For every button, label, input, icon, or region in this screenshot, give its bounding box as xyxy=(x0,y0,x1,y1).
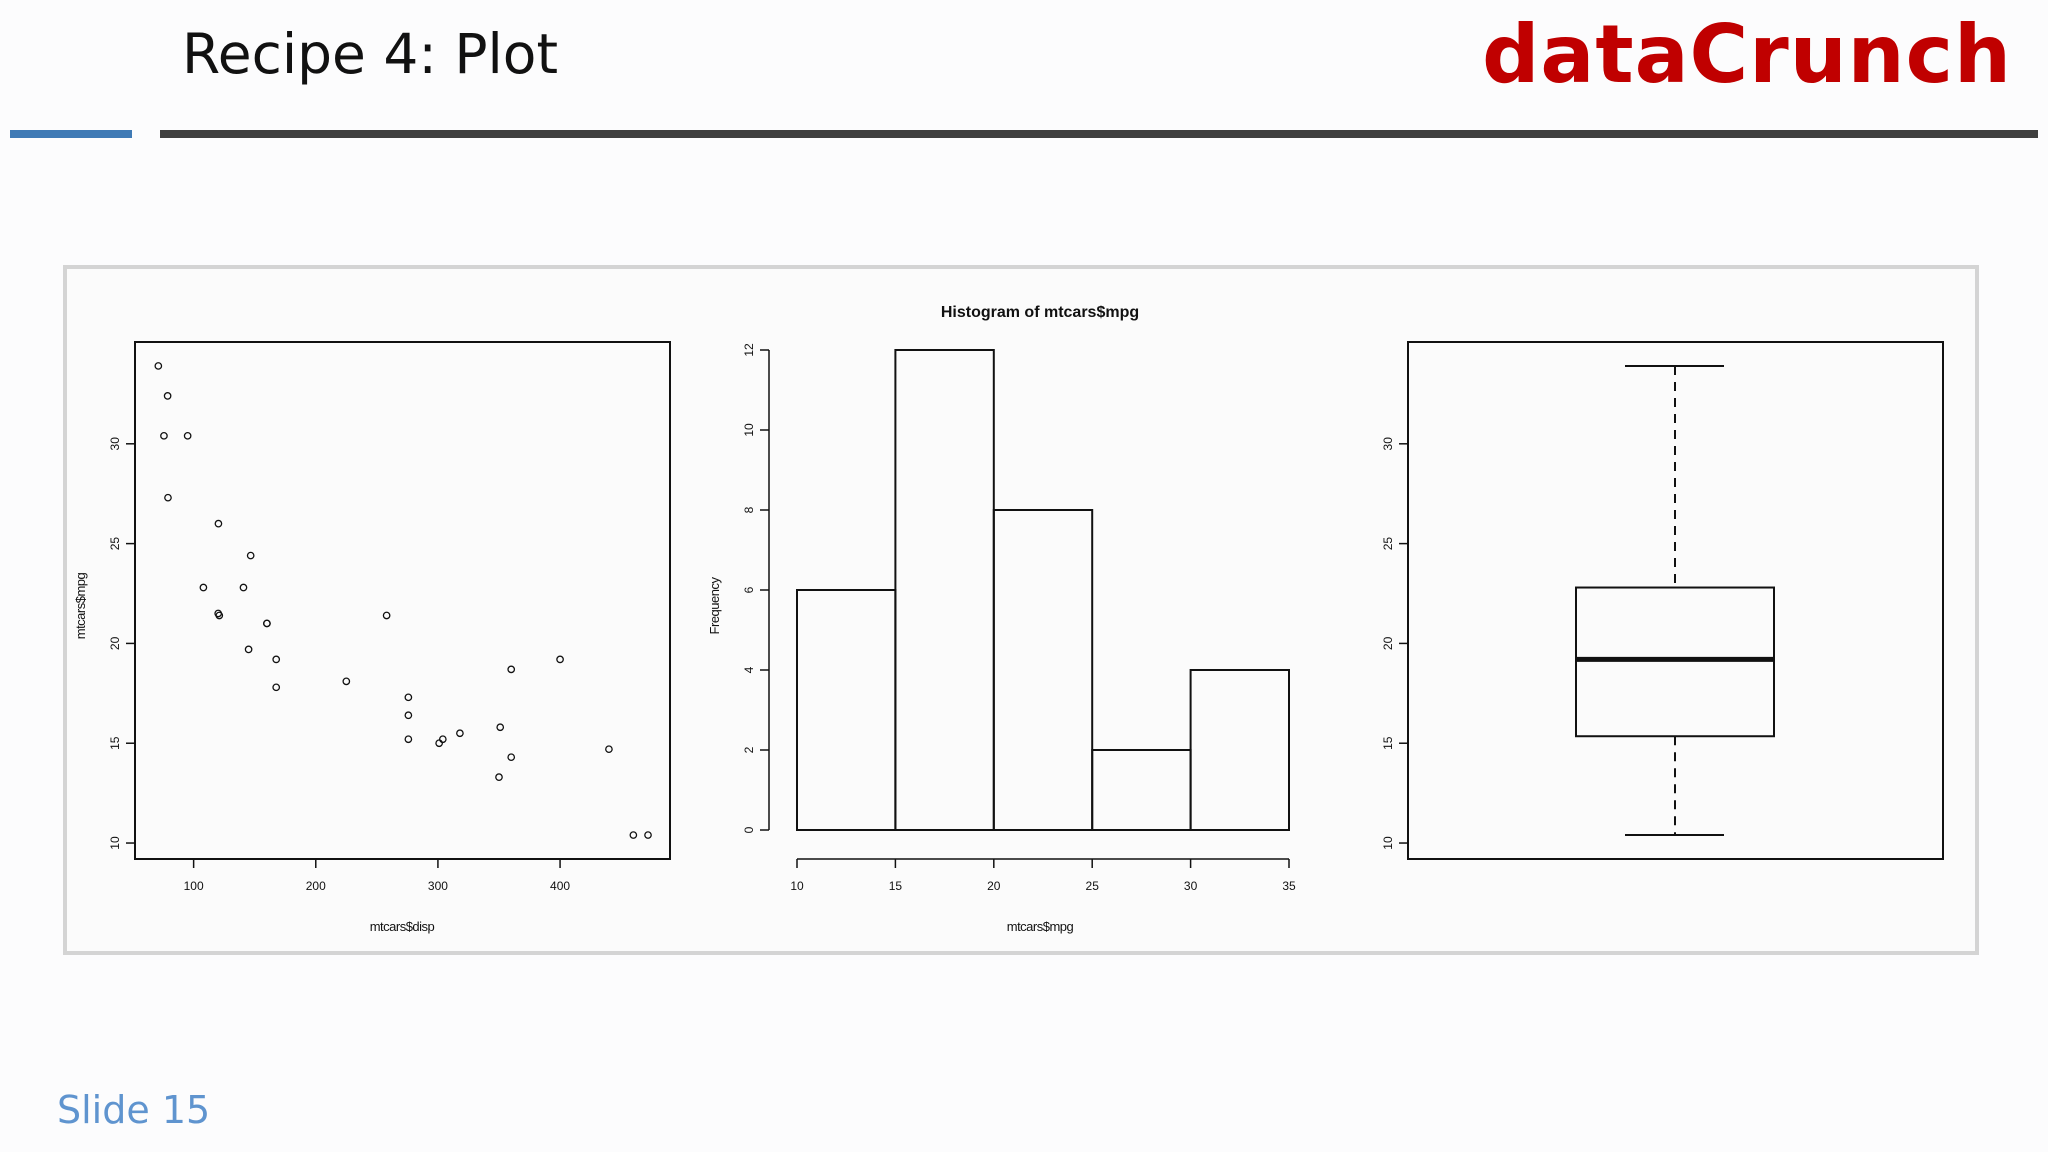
scatter-point xyxy=(404,735,413,744)
histogram-bar xyxy=(1091,749,1192,831)
histogram-x-axis: 10 15 20 25 30 35 xyxy=(790,858,1296,893)
histogram-bar xyxy=(1189,669,1290,831)
histogram-xlabel: mtcars$mpg xyxy=(1007,919,1074,934)
scatter-point xyxy=(239,583,248,592)
scatter-point xyxy=(246,551,255,560)
scatter-point xyxy=(382,611,391,620)
scatter-point xyxy=(404,693,413,702)
scatter-point xyxy=(404,711,413,720)
header-divider-rule xyxy=(160,130,2038,138)
scatter-y-tick-label: 30 xyxy=(108,437,122,451)
boxplot-box-frame xyxy=(1407,341,1944,860)
boxplot-marks xyxy=(1575,364,1775,837)
scatter-x-tick-label: 100 xyxy=(184,879,204,893)
scatter-y-axis: 10 15 20 25 30 xyxy=(108,437,135,850)
histogram-y-tick-label: 2 xyxy=(742,746,756,753)
histogram-bar xyxy=(894,349,995,831)
scatter-point xyxy=(556,655,564,664)
scatter-x-tick-label: 200 xyxy=(306,879,326,893)
slide-number: Slide 15 xyxy=(57,1088,211,1132)
boxplot-y-tick-label: 15 xyxy=(1381,736,1395,750)
boxplot-y-axis: 10 15 20 25 30 xyxy=(1381,437,1408,850)
scatter-point xyxy=(495,773,503,782)
figure-panel: 100 200 300 400 10 15 20 25 30 mtcars$disp mtca… xyxy=(63,265,1979,955)
scatter-point xyxy=(644,831,652,839)
scatter-point xyxy=(214,519,223,528)
scatter-point xyxy=(629,831,638,839)
scatter-plot: 100 200 300 400 10 15 20 25 30 mtcars$disp mtca… xyxy=(73,341,671,934)
scatter-point xyxy=(438,735,447,744)
histogram-ylabel: Frequency xyxy=(707,577,722,635)
scatter-y-tick-label: 15 xyxy=(108,736,122,750)
histogram-bars xyxy=(796,349,1290,831)
scatter-point xyxy=(199,583,208,592)
scatter-points xyxy=(154,362,652,839)
scatter-xlabel: mtcars$disp xyxy=(370,919,435,934)
scatter-point xyxy=(154,362,163,370)
histogram-x-tick-label: 20 xyxy=(987,879,1001,893)
scatter-point xyxy=(272,683,281,692)
scatter-y-tick-label: 20 xyxy=(108,636,122,650)
histogram-bar xyxy=(992,509,1094,831)
scatter-y-tick-label: 10 xyxy=(108,836,122,850)
histogram-y-tick-label: 12 xyxy=(742,343,756,357)
boxplot-y-tick-label: 20 xyxy=(1381,636,1395,650)
histogram-y-tick-label: 8 xyxy=(742,506,756,513)
scatter-point xyxy=(435,739,443,748)
histogram-title: Histogram of mtcars$mpg xyxy=(941,304,1139,321)
brand-logo: dataCrunch xyxy=(1482,8,2012,101)
scatter-point xyxy=(342,677,351,686)
scatter-point xyxy=(164,493,172,502)
boxplot-y-tick-label: 10 xyxy=(1381,836,1395,850)
histogram-x-tick-label: 35 xyxy=(1282,879,1296,893)
scatter-point xyxy=(272,655,281,664)
histogram-x-tick-label: 15 xyxy=(889,879,903,893)
histogram-y-axis: 0 2 4 6 8 10 12 xyxy=(742,343,770,833)
scatter-point xyxy=(244,645,253,654)
histogram-plot: Histogram of mtcars$mpg 10 15 20 25 30 35 0 2 4… xyxy=(707,304,1296,934)
scatter-point xyxy=(160,431,168,440)
boxplot-y-tick-label: 30 xyxy=(1381,437,1395,451)
scatter-point xyxy=(163,392,172,400)
histogram-x-tick-label: 25 xyxy=(1086,879,1100,893)
boxplot-y-tick-label: 25 xyxy=(1381,537,1395,551)
scatter-y-tick-label: 25 xyxy=(108,537,122,551)
scatter-point xyxy=(605,745,613,754)
histogram-y-tick-label: 10 xyxy=(742,423,756,437)
scatter-point xyxy=(215,611,224,620)
scatter-x-tick-label: 400 xyxy=(550,879,570,893)
histogram-bar xyxy=(796,589,897,831)
scatter-point xyxy=(263,619,271,628)
scatter-x-tick-label: 300 xyxy=(428,879,448,893)
scatter-point xyxy=(496,723,505,732)
boxplot: 10 15 20 25 30 xyxy=(1381,341,1944,860)
histogram-y-tick-label: 4 xyxy=(742,666,756,673)
histogram-x-tick-label: 10 xyxy=(790,879,804,893)
scatter-point xyxy=(507,753,516,762)
scatter-plot-box xyxy=(134,341,671,860)
scatter-x-axis: 100 200 300 400 xyxy=(184,859,570,893)
slide-title: Recipe 4: Plot xyxy=(182,22,559,86)
histogram-y-tick-label: 6 xyxy=(742,586,756,593)
scatter-ylabel: mtcars$mpg xyxy=(73,572,88,639)
scatter-point xyxy=(183,431,192,440)
scatter-point xyxy=(456,729,464,738)
histogram-y-tick-label: 0 xyxy=(742,826,756,833)
scatter-point xyxy=(507,665,516,674)
histogram-x-tick-label: 30 xyxy=(1184,879,1198,893)
header-accent-rule xyxy=(10,130,132,138)
